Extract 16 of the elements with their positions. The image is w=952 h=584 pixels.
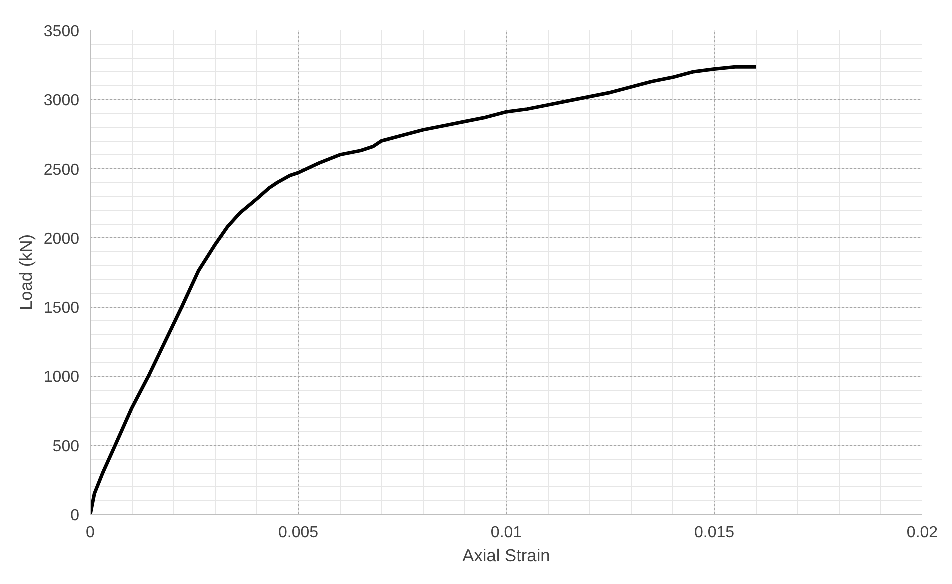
y-tick-label: 1000 [44,369,80,386]
y-tick-label: 3500 [44,24,80,40]
x-tick-label: 0.01 [490,524,522,542]
y-tick-label: 0 [70,508,80,524]
y-axis-title: Load (kN) [16,234,36,311]
y-tick-label: 2000 [44,230,80,248]
y-tick-label: 3000 [44,92,80,110]
x-tick-label: 0.005 [278,524,319,542]
line-series [90,65,758,514]
x-tick-label: 0.015 [694,524,735,542]
y-tick-label: 2500 [44,162,80,179]
y-tick-label: 1500 [44,300,80,318]
y-tick-label: 500 [52,438,80,456]
x-tick-label: 0 [86,524,96,542]
x-tick-label: 0.02 [906,524,938,542]
x-axis-title: Axial Strain [462,546,550,566]
